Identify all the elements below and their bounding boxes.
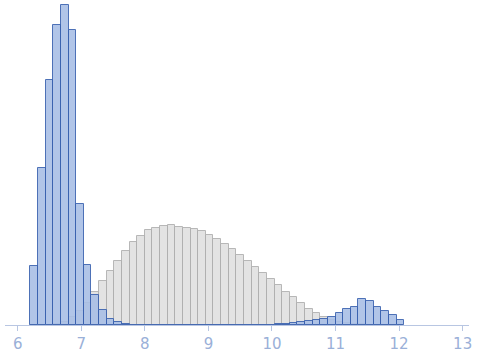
svg-text:9: 9	[204, 335, 214, 353]
svg-text:10: 10	[262, 335, 281, 353]
svg-text:11: 11	[326, 335, 345, 353]
svg-text:6: 6	[13, 335, 23, 353]
svg-text:13: 13	[453, 335, 472, 353]
svg-text:12: 12	[390, 335, 409, 353]
svg-text:7: 7	[76, 335, 86, 353]
svg-text:8: 8	[140, 335, 150, 353]
